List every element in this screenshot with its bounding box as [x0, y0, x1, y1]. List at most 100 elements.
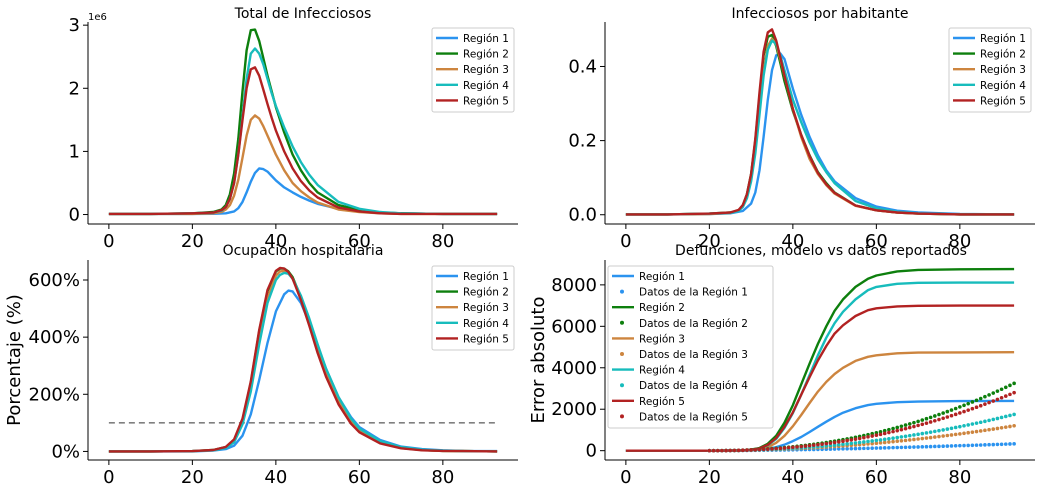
x-tick-label: 0: [103, 467, 114, 488]
data-point: [912, 437, 916, 442]
data-point: [841, 447, 845, 451]
data-point: [962, 423, 966, 428]
data-point: [1003, 425, 1008, 429]
data-point: [970, 406, 975, 411]
data-point: [974, 429, 979, 434]
x-tick-label: 40: [781, 231, 804, 252]
data-point: [941, 411, 945, 415]
data-point: [849, 441, 854, 446]
data-point: [933, 444, 937, 449]
data-point: [895, 428, 900, 433]
legend-label: Región 2: [463, 287, 509, 299]
data-point: [853, 446, 858, 451]
data-point: [941, 434, 945, 438]
legend-label: Datos de la Región 4: [639, 380, 748, 392]
legend-label: Región 1: [980, 33, 1026, 45]
legend-label: Datos de la Región 1: [639, 287, 748, 299]
data-point: [928, 444, 933, 449]
data-point: [949, 408, 954, 412]
plot-area: 0 20 40 60 80 0 1 2 3 Región 1 Región 2 Región 3 Reg…: [69, 15, 518, 252]
data-point: [862, 440, 866, 444]
x-tick-label: 60: [865, 231, 888, 252]
legend-label: Región 5: [980, 95, 1026, 107]
legend-box: [948, 27, 1032, 113]
data-point: [945, 415, 950, 419]
y-tick-label: 0: [586, 441, 597, 462]
data-point: [999, 442, 1004, 447]
data-point: [920, 436, 925, 441]
data-point: [866, 435, 870, 439]
series-line: [108, 66, 498, 216]
x-tick-label: 80: [431, 231, 454, 252]
data-point: [983, 419, 987, 424]
data-point: [995, 426, 1000, 431]
legend-marker: [620, 352, 624, 356]
data-point: [983, 402, 987, 406]
data-point: [933, 435, 937, 439]
data-point: [966, 423, 971, 427]
data-point: [820, 442, 824, 446]
data-point: [983, 443, 987, 447]
data-point: [870, 441, 874, 446]
x-tick-label: 0: [103, 231, 114, 252]
data-point: [912, 424, 916, 429]
data-point: [711, 448, 716, 453]
data-point: [832, 447, 837, 451]
data-point: [882, 431, 887, 436]
legend-label: Región 2: [463, 49, 509, 61]
panel-title: Total de Infecciosos: [234, 6, 372, 22]
data-point: [866, 446, 870, 451]
legend-label: Región 5: [463, 95, 509, 107]
legend-label: Región 1: [463, 271, 509, 283]
data-point: [991, 391, 996, 395]
data-point: [912, 433, 916, 437]
data-point: [937, 434, 941, 439]
data-point: [958, 443, 962, 448]
data-point: [962, 409, 966, 414]
data-point: [916, 445, 920, 449]
data-point: [937, 444, 941, 449]
data-point: [1012, 381, 1016, 386]
data-point: [836, 440, 841, 444]
data-point: [866, 439, 870, 444]
data-point: [828, 441, 833, 445]
panel-total-infecciosos: Total de Infecciosos 1e6 0 20 40 60 80 0 1 2 3 Re…: [69, 6, 518, 252]
data-point: [841, 439, 845, 444]
data-point: [920, 445, 925, 449]
legend-label: Región 1: [463, 33, 509, 45]
data-point: [895, 439, 900, 444]
data-point: [887, 427, 891, 432]
x-tick-label: 60: [865, 467, 888, 488]
data-point: [1003, 442, 1008, 446]
data-point: [999, 387, 1004, 392]
x-tick-label: 60: [348, 467, 371, 488]
x-tick-label: 40: [781, 467, 804, 488]
data-point: [1012, 442, 1016, 446]
data-point: [928, 435, 933, 440]
data-point: [736, 448, 741, 453]
y-tick-label: 1: [69, 141, 80, 162]
data-point: [761, 447, 766, 452]
legend-label: Región 4: [463, 318, 509, 330]
data-point: [966, 430, 971, 435]
data-point: [903, 434, 908, 439]
data-point: [849, 438, 854, 442]
data-point: [870, 446, 874, 450]
data-point: [983, 394, 987, 399]
data-point: [928, 415, 933, 420]
data-point: [945, 409, 950, 414]
data-point: [836, 447, 841, 451]
data-point: [720, 448, 724, 453]
legend-marker: [620, 320, 624, 325]
y-axis-label: Porcentaje (%): [4, 294, 25, 426]
data-point: [903, 445, 908, 450]
data-point: [907, 422, 912, 426]
y-tick-label: 600%: [29, 270, 80, 291]
data-point: [987, 400, 991, 405]
data-point: [807, 443, 812, 448]
plot-area: 0 20 40 60 80 0 2000 4000 6000 8000 Región 1 Datos …: [551, 260, 1035, 488]
data-point: [874, 446, 879, 450]
data-point: [1008, 442, 1012, 446]
data-point: [987, 418, 991, 423]
data-point: [912, 445, 916, 449]
